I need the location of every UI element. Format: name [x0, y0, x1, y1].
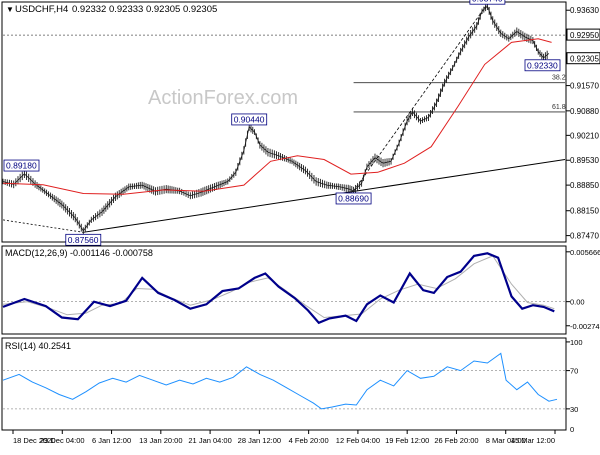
fib-level-label: 61.8: [552, 104, 566, 111]
price-levels: 38.2 61.8: [3, 34, 566, 113]
price-label-box: [3, 159, 40, 172]
x-tick-label: 21 Jan 04:00: [188, 436, 231, 445]
macd-tick-label: 0.00: [570, 298, 585, 307]
price-tick-label: 0.89530: [570, 156, 599, 165]
price-tick-label: 0.90210: [570, 131, 599, 140]
channel-line: [353, 3, 488, 192]
rsi-tick-label: 30: [570, 405, 578, 414]
price-tick-label: 0.93630: [570, 6, 599, 15]
price-label-box: [65, 233, 102, 246]
dotted-line: [2, 219, 84, 233]
macd-lines: [2, 252, 565, 325]
price-label-box: [524, 59, 561, 72]
price-tick-label: 0.91570: [570, 82, 599, 91]
rsi-tick-label: 100: [570, 338, 583, 347]
price-header: ▼ USDCHF,H4 0.92332 0.92333 0.92305 0.92…: [6, 4, 217, 15]
rsi-tick-label: 0: [570, 425, 574, 434]
rsi-label: RSI(14) 40.2541: [5, 341, 71, 351]
rsi-y-axis: 100 70 30 0: [566, 338, 583, 434]
x-tick-label: 12 Feb 04:00: [336, 436, 380, 445]
price-tick-label: 0.88150: [570, 207, 599, 216]
price-tick-label: 0.88850: [570, 181, 599, 190]
symbol-timeframe: USDCHF,H4: [15, 4, 68, 15]
price-label: 0.88690: [338, 193, 369, 203]
price-label: 0.89180: [6, 161, 37, 171]
price-line: [2, 5, 550, 232]
price-panel-frame: [1, 1, 567, 243]
x-tick-label: 4 Feb 20:00: [289, 436, 329, 445]
price-label: 0.87560: [68, 235, 99, 245]
price-tick-label: 0.92305: [570, 55, 599, 64]
price-labels: 0.89180 0.87560 0.90440 0.88690 0.93740 0.923…: [3, 0, 561, 246]
x-tick-label: 8 Mar 04:00: [486, 436, 526, 445]
price-tick-label: 0.90880: [570, 107, 599, 116]
macd-panel: MACD(12,26,9) -0.001146 -0.000758 0.0056…: [1, 245, 600, 335]
moving-average-line: [2, 38, 552, 195]
watermark: ActionForex.com: [148, 87, 298, 109]
fib-level-label: 38.2: [552, 75, 566, 82]
x-tick-label: 29 Dec 04:00: [40, 436, 85, 445]
triangle-down-icon: ▼: [6, 5, 14, 14]
price-label-box: [469, 0, 506, 5]
macd-label: MACD(12,26,9) -0.001146 -0.000758: [5, 248, 153, 258]
price-tick-label: 0.92950: [570, 31, 599, 40]
macd-tick-label: -0.002741: [570, 322, 600, 331]
x-tick-label: 28 Jan 12:00: [238, 436, 281, 445]
price-label: 0.90440: [234, 114, 265, 124]
macd-line: [2, 252, 555, 325]
x-tick-label: 18 Dec 2020: [13, 436, 56, 445]
price-label: 0.93740: [472, 0, 503, 4]
rsi-panel: RSI(14) 40.2541 100 70 30 0: [1, 337, 583, 434]
price-tick-box: [566, 52, 600, 65]
x-tick-label: 19 Feb 12:00: [385, 436, 429, 445]
price-label-box: [335, 192, 372, 205]
macd-tick-label: 0.005666: [570, 248, 600, 257]
x-tick-label: 15 Mar 12:00: [511, 436, 555, 445]
price-tick-box: [566, 28, 600, 41]
rsi-lines: [2, 352, 565, 410]
x-tick-label: 26 Feb 20:00: [434, 436, 478, 445]
price-y-axis: 0.93630 0.92950 0.92305 0.91570 0.90880 0.902…: [566, 6, 600, 241]
price-lines: [2, 2, 566, 235]
macd-panel-frame: [1, 245, 567, 335]
price-label-box: [231, 113, 268, 126]
ohlc-values: 0.92332 0.92333 0.92305 0.92305: [72, 4, 217, 15]
rsi-panel-frame: [1, 337, 567, 431]
price-label: 0.92330: [527, 60, 558, 70]
macd-y-axis: 0.005666 0.00 -0.002741: [566, 248, 600, 331]
rsi-line: [2, 352, 558, 410]
price-tick-label: 0.87470: [570, 232, 599, 241]
x-tick-label: 6 Jan 12:00: [92, 436, 131, 445]
x-tick-label: 13 Jan 20:00: [139, 436, 182, 445]
rsi-tick-label: 70: [570, 367, 578, 376]
rising-trendline: [83, 159, 566, 233]
price-panel: ▼ USDCHF,H4 0.92332 0.92333 0.92305 0.92…: [1, 0, 600, 246]
